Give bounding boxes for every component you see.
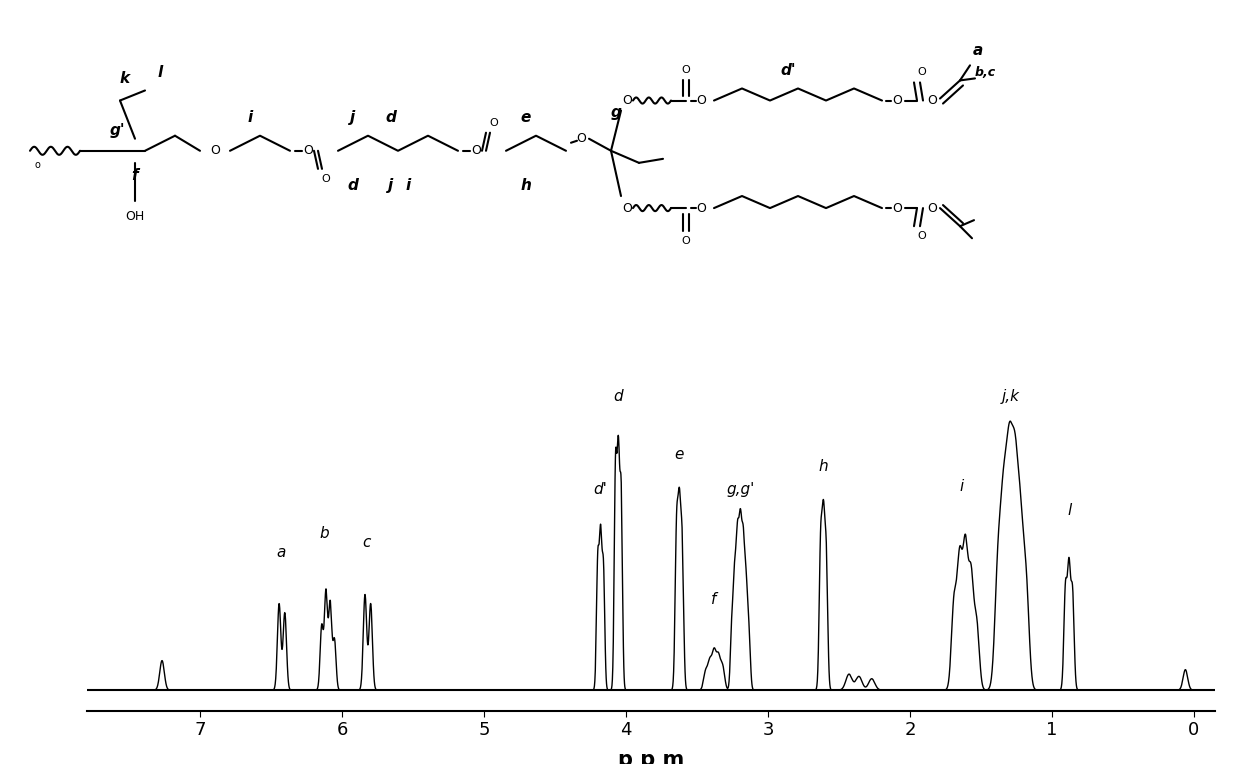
Text: O: O	[622, 202, 632, 215]
Text: O: O	[321, 174, 330, 184]
Text: O: O	[928, 202, 937, 215]
Text: g,g': g,g'	[727, 482, 755, 497]
Text: g': g'	[109, 123, 125, 138]
X-axis label: p p m: p p m	[618, 750, 684, 764]
Text: O: O	[303, 144, 312, 157]
Text: O: O	[490, 118, 498, 128]
Text: e: e	[521, 110, 531, 125]
Text: O: O	[928, 94, 937, 107]
Text: O: O	[696, 94, 706, 107]
Text: g: g	[610, 105, 621, 120]
Text: e: e	[675, 447, 683, 462]
Text: a: a	[277, 545, 286, 560]
Text: O: O	[682, 236, 691, 246]
Text: b,c: b,c	[975, 66, 996, 79]
Text: d': d'	[593, 482, 606, 497]
Text: O: O	[696, 202, 706, 215]
Text: O: O	[682, 66, 691, 76]
Text: O: O	[210, 144, 219, 157]
Text: O: O	[892, 202, 901, 215]
Text: O: O	[918, 67, 926, 77]
Text: c: c	[362, 535, 371, 550]
Text: k: k	[120, 71, 130, 86]
Text: i: i	[247, 110, 253, 125]
Text: d: d	[347, 179, 358, 193]
Text: h: h	[521, 179, 532, 193]
Text: f: f	[131, 168, 139, 183]
Text: l: l	[157, 65, 162, 80]
Text: h: h	[818, 458, 828, 474]
Text: O: O	[892, 94, 901, 107]
Text: i: i	[960, 479, 963, 494]
Text: b: b	[319, 526, 329, 541]
Text: j: j	[351, 110, 356, 125]
Text: o: o	[33, 160, 40, 170]
Text: j: j	[388, 179, 393, 193]
Text: d: d	[613, 389, 622, 403]
Text: l: l	[1068, 503, 1071, 517]
Text: j,k: j,k	[1002, 389, 1019, 403]
Text: i: i	[405, 179, 410, 193]
Text: O: O	[918, 231, 926, 241]
Text: O: O	[577, 132, 587, 145]
Text: O: O	[622, 94, 632, 107]
Text: f: f	[711, 592, 717, 607]
Text: O: O	[471, 144, 481, 157]
Text: a: a	[973, 43, 983, 58]
Text: d': d'	[780, 63, 796, 78]
Text: OH: OH	[125, 209, 145, 222]
Text: d: d	[386, 110, 397, 125]
